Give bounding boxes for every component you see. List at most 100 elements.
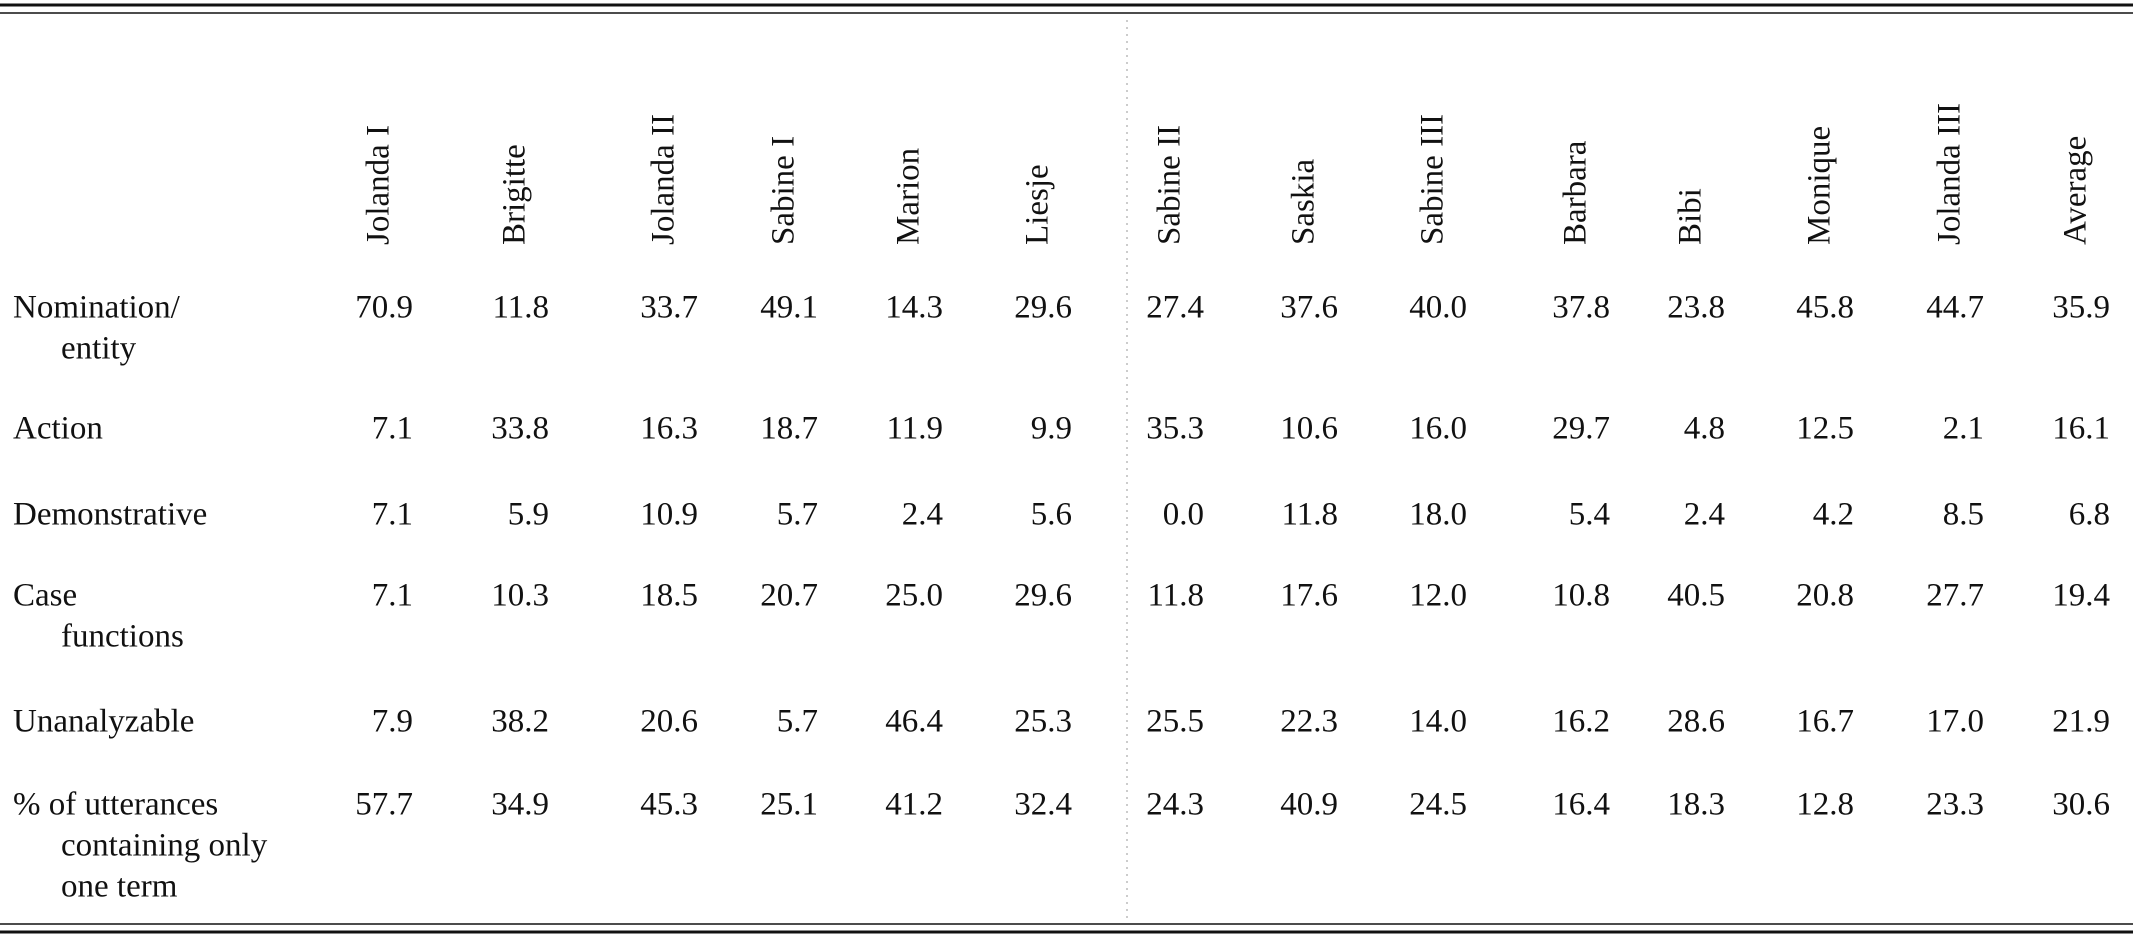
column-header: Average xyxy=(2058,136,2094,245)
cell: 18.3 xyxy=(1667,787,1725,823)
cell: 12.8 xyxy=(1796,787,1854,823)
cell: 4.8 xyxy=(1684,411,1725,447)
cell: 20.7 xyxy=(760,578,818,614)
cell: 24.3 xyxy=(1146,787,1204,823)
cell: 37.8 xyxy=(1552,290,1610,326)
cell: 10.8 xyxy=(1552,578,1610,614)
cell: 33.8 xyxy=(491,411,549,447)
cell: 5.4 xyxy=(1569,497,1610,533)
cell: 27.4 xyxy=(1146,290,1204,326)
cell: 46.4 xyxy=(885,704,943,740)
cell: 11.9 xyxy=(886,411,943,447)
cell: 34.9 xyxy=(491,787,549,823)
cell: 5.9 xyxy=(508,497,549,533)
cell: 16.4 xyxy=(1552,787,1610,823)
cell: 28.6 xyxy=(1667,704,1725,740)
cell: 21.9 xyxy=(2052,704,2110,740)
cell: 10.3 xyxy=(491,578,549,614)
cell: 24.5 xyxy=(1409,787,1467,823)
column-header: Monique xyxy=(1802,126,1838,245)
column-header: Liesje xyxy=(1020,164,1056,245)
row-label: entity xyxy=(61,331,137,367)
cell: 18.0 xyxy=(1409,497,1467,533)
column-header: Barbara xyxy=(1558,140,1594,245)
cell: 25.3 xyxy=(1014,704,1072,740)
cell: 30.6 xyxy=(2052,787,2110,823)
cell: 20.6 xyxy=(640,704,698,740)
cell: 27.7 xyxy=(1926,578,1984,614)
column-header: Jolanda II xyxy=(646,114,682,245)
row-label: Case xyxy=(13,578,77,614)
row-label: Nomination/ xyxy=(13,290,181,326)
cell: 35.3 xyxy=(1146,411,1204,447)
cell: 22.3 xyxy=(1280,704,1338,740)
column-header: Sabine II xyxy=(1152,125,1188,245)
column-header: Marion xyxy=(891,148,927,245)
cell: 20.8 xyxy=(1796,578,1854,614)
cell: 6.8 xyxy=(2069,497,2110,533)
cell: 12.5 xyxy=(1796,411,1854,447)
row-label: Action xyxy=(13,411,103,447)
column-header: Brigitte xyxy=(497,144,533,245)
cell: 4.2 xyxy=(1813,497,1854,533)
cell: 49.1 xyxy=(760,290,818,326)
cell: 2.1 xyxy=(1943,411,1984,447)
cell: 57.7 xyxy=(355,787,413,823)
cell: 18.5 xyxy=(640,578,698,614)
cell: 33.7 xyxy=(640,290,698,326)
cell: 41.2 xyxy=(885,787,943,823)
cell: 25.1 xyxy=(760,787,818,823)
cell: 32.4 xyxy=(1014,787,1072,823)
cell: 5.7 xyxy=(777,704,818,740)
cell: 45.3 xyxy=(640,787,698,823)
cell: 10.6 xyxy=(1280,411,1338,447)
cell: 25.5 xyxy=(1146,704,1204,740)
cell: 18.7 xyxy=(760,411,818,447)
cell: 16.7 xyxy=(1796,704,1854,740)
column-header: Bibi xyxy=(1673,188,1709,245)
column-header: Jolanda III xyxy=(1932,103,1968,245)
row-label: functions xyxy=(61,619,184,655)
cell: 29.7 xyxy=(1552,411,1610,447)
cell: 23.8 xyxy=(1667,290,1725,326)
cell: 38.2 xyxy=(491,704,549,740)
cell: 29.6 xyxy=(1014,578,1072,614)
cell: 17.6 xyxy=(1280,578,1338,614)
cell: 5.7 xyxy=(777,497,818,533)
cell: 5.6 xyxy=(1031,497,1072,533)
cell: 7.1 xyxy=(372,411,413,447)
row-label: containing only xyxy=(61,828,268,864)
cell: 11.8 xyxy=(1147,578,1204,614)
cell: 25.0 xyxy=(885,578,943,614)
cell: 0.0 xyxy=(1163,497,1204,533)
cell: 14.3 xyxy=(885,290,943,326)
cell: 35.9 xyxy=(2052,290,2110,326)
cell: 8.5 xyxy=(1943,497,1984,533)
cell: 10.9 xyxy=(640,497,698,533)
cell: 2.4 xyxy=(1684,497,1725,533)
column-header: Jolanda I xyxy=(361,125,397,245)
cell: 45.8 xyxy=(1796,290,1854,326)
row-label: Demonstrative xyxy=(13,497,207,533)
cell: 16.1 xyxy=(2052,411,2110,447)
cell: 40.0 xyxy=(1409,290,1467,326)
cell: 37.6 xyxy=(1280,290,1338,326)
cell: 40.5 xyxy=(1667,578,1725,614)
cell: 29.6 xyxy=(1014,290,1072,326)
cell: 16.0 xyxy=(1409,411,1467,447)
column-header: Saskia xyxy=(1286,158,1322,245)
column-header: Sabine III xyxy=(1415,114,1451,245)
column-header: Sabine I xyxy=(766,136,802,245)
cell: 12.0 xyxy=(1409,578,1467,614)
cell: 70.9 xyxy=(355,290,413,326)
cell: 7.1 xyxy=(372,497,413,533)
cell: 11.8 xyxy=(492,290,549,326)
cell: 9.9 xyxy=(1031,411,1072,447)
cell: 2.4 xyxy=(902,497,943,533)
cell: 14.0 xyxy=(1409,704,1467,740)
cell: 7.9 xyxy=(372,704,413,740)
cell: 11.8 xyxy=(1281,497,1338,533)
cell: 40.9 xyxy=(1280,787,1338,823)
